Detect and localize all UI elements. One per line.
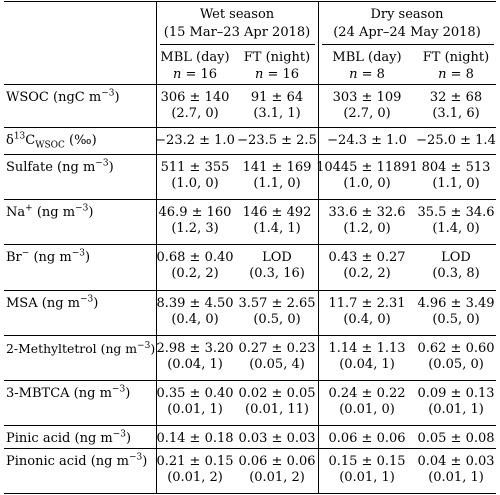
- table-cell: 1.14 ± 1.13 (0.04, 1): [328, 341, 406, 372]
- wet-mbl-n: n = 16: [172, 67, 218, 82]
- table-cell: 303 ± 109 (2.7, 0): [332, 90, 402, 121]
- row-label-wsoc: WSOC (ngC m−3): [6, 88, 120, 105]
- dry-span-rule: [322, 44, 494, 45]
- table-cell: LOD (0.3, 8): [432, 250, 480, 281]
- table-cell: 10445 ± 11891 (1.0, 0): [316, 160, 418, 191]
- table-cell: 11.7 ± 2.31 (0.4, 0): [328, 296, 406, 327]
- dry-mbl-n: n = 8: [349, 67, 385, 82]
- row-rule: [4, 335, 496, 336]
- row-rule: [4, 425, 496, 426]
- table-cell: 0.14 ± 0.18: [156, 431, 234, 446]
- row-rule: [4, 448, 496, 449]
- table-cell: 0.35 ± 0.40 (0.01, 1): [156, 386, 234, 417]
- bottom-rule: [4, 493, 496, 494]
- dry-season-title: Dry season: [370, 7, 444, 22]
- table-cell: 0.21 ± 0.15 (0.01, 2): [156, 454, 234, 485]
- wet-span-rule: [160, 44, 315, 45]
- table-cell: 0.68 ± 0.40 (0.2, 2): [156, 250, 234, 281]
- dry-mbl-label: MBL (day): [332, 50, 402, 65]
- dry-ft-label: FT (night): [422, 50, 490, 65]
- table-cell: 141 ± 169 (1.1, 0): [242, 160, 312, 191]
- row-label-2-methyltetrol: 2-Methyltetrol (ng m−3): [6, 340, 156, 356]
- table-cell: 46.9 ± 160 (1.2, 3): [158, 205, 232, 236]
- table-cell: −23.5 ± 2.5: [237, 133, 317, 148]
- table-cell: 146 ± 492 (1.4, 1): [242, 205, 312, 236]
- table-cell: 0.09 ± 0.13 (0.01, 1): [417, 386, 495, 417]
- table-cell: −24.3 ± 1.0: [327, 133, 407, 148]
- table-cell: 0.04 ± 0.03 (0.01, 1): [417, 454, 495, 485]
- table-cell: −25.0 ± 1.4: [416, 133, 496, 148]
- table-cell: 804 ± 513 (1.1, 0): [421, 160, 491, 191]
- row-label-pinonic-acid: Pinonic acid (ng m−3): [6, 452, 148, 469]
- table-cell: 2.98 ± 3.20 (0.04, 1): [156, 341, 234, 372]
- wet-season-title: Wet season: [199, 7, 275, 22]
- dry-season-dates: (24 Apr–24 May 2018): [333, 25, 481, 40]
- dry-ft-n: n = 8: [438, 67, 474, 82]
- table-cell: 0.15 ± 0.15 (0.01, 1): [328, 454, 406, 485]
- table-cell: 0.62 ± 0.60 (0.05, 0): [417, 341, 495, 372]
- row-label-na: Na+ (ng m−3): [6, 203, 94, 220]
- table-cell: 0.27 ± 0.23 (0.05, 4): [238, 341, 316, 372]
- table-cell: −23.2 ± 1.0: [155, 133, 235, 148]
- table-cell: 33.6 ± 32.6 (1.2, 0): [328, 205, 406, 236]
- row-rule: [4, 244, 496, 245]
- row-rule: [4, 290, 496, 291]
- table-cell: 511 ± 355 (1.0, 0): [160, 160, 230, 191]
- table-cell: 4.96 ± 3.49 (0.5, 0): [417, 296, 495, 327]
- top-rule: [4, 1, 496, 2]
- table-cell: 0.43 ± 0.27 (0.2, 2): [328, 250, 406, 281]
- table-cell: 35.5 ± 34.6 (1.4, 0): [417, 205, 495, 236]
- table-cell: 0.24 ± 0.22 (0.01, 0): [328, 386, 406, 417]
- table-cell: 8.39 ± 4.50 (0.4, 0): [156, 296, 234, 327]
- row-rule: [4, 127, 496, 128]
- row-rule: [4, 154, 496, 155]
- wet-ft-label: FT (night): [243, 50, 311, 65]
- row-label-br: Br− (ng m−3): [6, 248, 91, 265]
- wet-ft-n: n = 16: [254, 67, 300, 82]
- table-cell: 0.02 ± 0.05 (0.01, 11): [238, 386, 316, 417]
- table-cell: 0.06 ± 0.06: [328, 431, 406, 446]
- row-label-msa: MSA (ng m−3): [6, 294, 99, 311]
- table-cell: 0.06 ± 0.06 (0.01, 2): [238, 454, 316, 485]
- table-cell: 306 ± 140 (2.7, 0): [160, 90, 230, 121]
- table-cell: 0.05 ± 0.08: [417, 431, 495, 446]
- row-label-pinic-acid: Pinic acid (ng m−3): [6, 429, 132, 446]
- row-label-sulfate: Sulfate (ng m−3): [6, 158, 114, 175]
- row-rule: [4, 380, 496, 381]
- table-cell: 91 ± 64 (3.1, 1): [250, 90, 304, 121]
- table-cell: 32 ± 68 (3.1, 6): [429, 90, 483, 121]
- row-label-3-mbtca: 3-MBTCA (ng m−3): [6, 384, 131, 401]
- table-cell: 3.57 ± 2.65 (0.5, 0): [238, 296, 316, 327]
- table-cell: LOD (0.3, 16): [249, 250, 305, 281]
- wet-season-dates: (15 Mar–23 Apr 2018): [163, 25, 311, 40]
- row-rule: [4, 199, 496, 200]
- row-label-d13c: δ13CWSOC (‰): [6, 131, 97, 151]
- header-rule: [4, 84, 496, 85]
- column-divider: [156, 2, 157, 493]
- wet-mbl-label: MBL (day): [160, 50, 230, 65]
- season-divider: [318, 2, 319, 493]
- table-cell: 0.03 ± 0.03: [238, 431, 316, 446]
